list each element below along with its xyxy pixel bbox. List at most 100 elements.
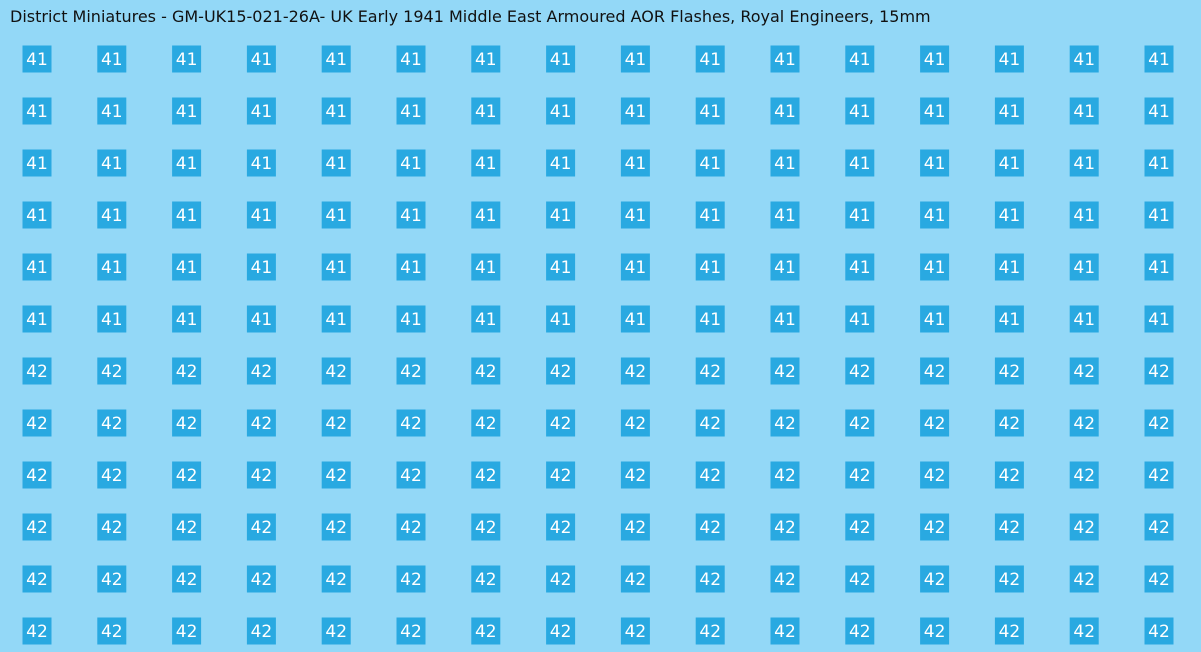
flash-label: 42	[849, 414, 871, 434]
flash-label: 42	[1073, 518, 1095, 538]
flash-tile	[471, 149, 501, 177]
flash-tile	[546, 305, 576, 333]
flash-tile	[620, 513, 650, 541]
flash-label: 41	[1073, 206, 1095, 226]
flash-tile	[695, 253, 725, 281]
flash-label: 41	[101, 206, 123, 226]
flash-label: 42	[924, 362, 946, 382]
flash-tile	[1144, 253, 1174, 281]
flash-tile	[620, 617, 650, 645]
flash-tile	[1069, 97, 1099, 125]
flash-label: 42	[774, 518, 796, 538]
flash-label: 42	[400, 518, 422, 538]
flash-label: 41	[251, 206, 273, 226]
flash-label: 42	[325, 466, 347, 486]
flash-tile	[920, 513, 950, 541]
flash-label: 41	[699, 50, 721, 70]
flash-label: 41	[849, 258, 871, 278]
flash-label: 41	[325, 258, 347, 278]
flash-label: 42	[176, 362, 198, 382]
flash-tile	[471, 617, 501, 645]
flash-tile	[920, 357, 950, 385]
flash-label: 42	[774, 570, 796, 590]
flash-tile	[172, 45, 202, 73]
flash-tile	[22, 461, 52, 489]
flash-tile	[845, 201, 875, 229]
flash-label: 41	[400, 206, 422, 226]
flash-label: 41	[475, 206, 497, 226]
flash-label: 42	[999, 570, 1021, 590]
flash-tile	[1069, 357, 1099, 385]
flash-label: 42	[475, 570, 497, 590]
flash-label: 41	[849, 50, 871, 70]
flash-label: 41	[774, 102, 796, 122]
flash-tile	[994, 513, 1024, 541]
flash-label: 41	[101, 50, 123, 70]
flash-label: 42	[251, 518, 273, 538]
flash-label: 41	[251, 258, 273, 278]
flash-label: 41	[550, 258, 572, 278]
flash-tile	[546, 201, 576, 229]
flash-label: 42	[924, 622, 946, 642]
flash-tile	[22, 513, 52, 541]
flash-label: 42	[176, 414, 198, 434]
flash-label: 41	[400, 154, 422, 174]
flash-label: 41	[1148, 154, 1170, 174]
flash-label: 42	[625, 622, 647, 642]
flash-label: 42	[625, 362, 647, 382]
flash-label: 41	[774, 154, 796, 174]
flash-tile	[172, 97, 202, 125]
flash-label: 41	[625, 310, 647, 330]
flash-tile	[396, 305, 426, 333]
flash-label: 41	[924, 258, 946, 278]
flash-tile	[620, 357, 650, 385]
flash-label: 42	[774, 622, 796, 642]
flash-tile	[1144, 149, 1174, 177]
flash-tile	[471, 305, 501, 333]
flash-label: 42	[176, 622, 198, 642]
flash-label: 41	[625, 50, 647, 70]
flash-tile	[22, 357, 52, 385]
flash-tile	[1144, 513, 1174, 541]
flash-tile	[1144, 45, 1174, 73]
flash-label: 41	[176, 258, 198, 278]
flash-label: 42	[1148, 414, 1170, 434]
flash-label: 42	[774, 414, 796, 434]
flash-tile	[695, 305, 725, 333]
flash-label: 42	[1073, 622, 1095, 642]
flash-tile	[1144, 97, 1174, 125]
flash-tile	[97, 565, 127, 593]
flash-label: 42	[400, 622, 422, 642]
flash-tile	[321, 149, 351, 177]
flash-label: 42	[1148, 570, 1170, 590]
flash-label: 41	[176, 206, 198, 226]
flash-label: 42	[1073, 362, 1095, 382]
flash-label: 41	[251, 50, 273, 70]
flash-label: 41	[1073, 154, 1095, 174]
flash-label: 42	[251, 362, 273, 382]
flash-label: 42	[550, 518, 572, 538]
flash-label: 41	[550, 102, 572, 122]
flash-tile	[471, 45, 501, 73]
flash-label: 41	[400, 258, 422, 278]
flash-tile	[246, 201, 276, 229]
flash-tile	[845, 253, 875, 281]
flash-tile	[396, 461, 426, 489]
flash-label: 41	[325, 206, 347, 226]
flash-tile	[97, 513, 127, 541]
flash-tile	[396, 513, 426, 541]
flash-tile	[994, 149, 1024, 177]
flash-tile	[695, 45, 725, 73]
flash-tile	[770, 149, 800, 177]
flash-label: 42	[475, 414, 497, 434]
flash-tile	[1069, 305, 1099, 333]
flash-tile	[994, 201, 1024, 229]
flash-label: 41	[550, 310, 572, 330]
flash-tile	[97, 617, 127, 645]
flash-tile	[546, 357, 576, 385]
flash-tile	[695, 461, 725, 489]
flash-tile	[620, 305, 650, 333]
flash-tile	[1144, 357, 1174, 385]
flash-label: 42	[26, 518, 48, 538]
flash-label: 42	[400, 466, 422, 486]
